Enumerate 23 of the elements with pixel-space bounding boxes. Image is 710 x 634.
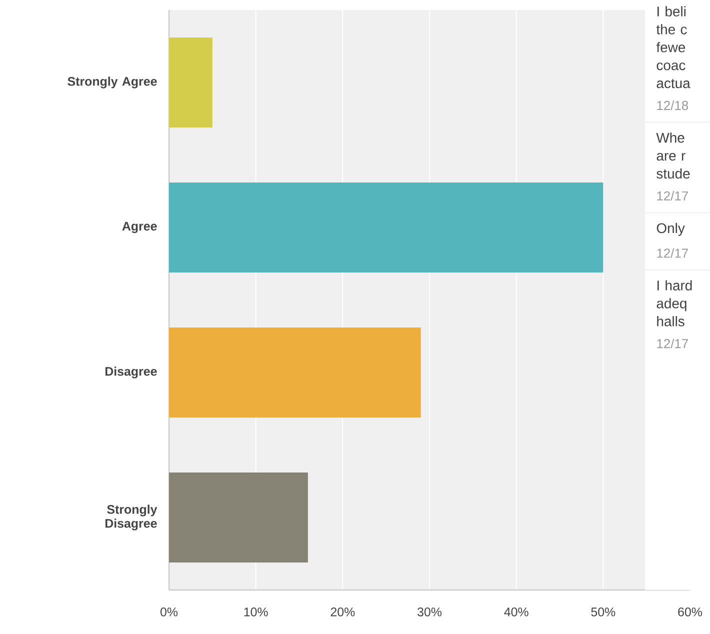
y-tick-label: Disagree <box>105 366 157 378</box>
bar <box>169 38 212 128</box>
x-tick-label: 0% <box>160 608 178 616</box>
x-tick-label: 50% <box>591 608 616 616</box>
y-tick-label: Strongly Disagree <box>105 504 158 530</box>
x-tick-label: 20% <box>330 608 355 616</box>
y-tick-label: Agree <box>122 222 157 234</box>
annotation: Whe are r stude <box>656 132 690 179</box>
annotation: 12/18 <box>657 100 688 110</box>
bar <box>169 328 421 418</box>
annotation: 12/17 <box>657 190 688 200</box>
y-tick-label: Strongly Agree <box>68 76 157 88</box>
annotation: I beli the c fewe coac actua <box>656 6 690 88</box>
annotation: 12/17 <box>657 248 688 258</box>
x-tick-label: 40% <box>504 608 528 616</box>
annotation: Only <box>656 222 685 236</box>
x-tick-label: 10% <box>244 608 268 616</box>
bar <box>169 472 308 562</box>
annotation: 12/17 <box>657 338 688 348</box>
x-tick-label: 60% <box>678 608 702 616</box>
x-tick-label: 30% <box>418 608 442 616</box>
bar <box>169 182 604 272</box>
annotation: I hard adeq halls <box>656 280 692 326</box>
